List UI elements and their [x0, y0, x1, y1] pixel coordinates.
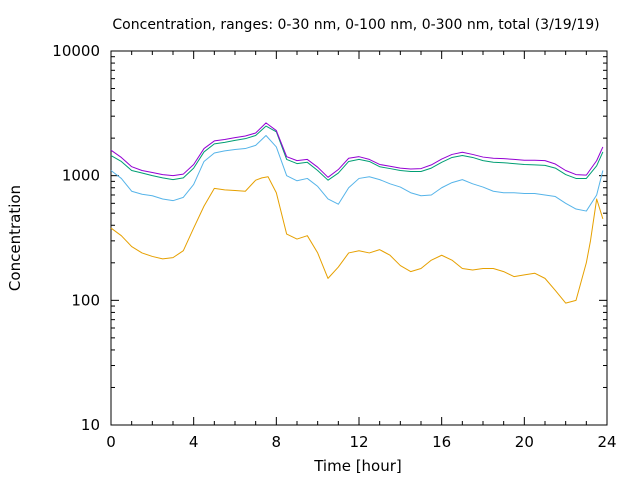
- x-tick-label: 4: [189, 433, 199, 451]
- series-line-2: [110, 135, 604, 212]
- y-tick-label: 10: [81, 416, 100, 434]
- x-tick-label: 8: [272, 433, 282, 451]
- x-tick-label: 24: [597, 433, 616, 451]
- x-tick-label: 12: [349, 433, 368, 451]
- x-tick-label: 0: [106, 433, 116, 451]
- x-axis: 0 4 8 12 16 20 24: [106, 51, 617, 451]
- y-tick-label: 1000: [62, 167, 100, 185]
- series-line-3: [110, 125, 604, 181]
- x-tick-label: 20: [515, 433, 534, 451]
- series-group: [110, 122, 604, 304]
- y-axis-label: Concentration: [6, 185, 24, 291]
- series-line-4: [110, 122, 604, 178]
- y-tick-label: 10000: [52, 42, 100, 60]
- series-line-1: [110, 176, 604, 304]
- x-axis-label: Time [hour]: [313, 457, 402, 475]
- y-axis: 10 100 1000 10000: [52, 42, 607, 434]
- chart-title: Concentration, ranges: 0-30 nm, 0-100 nm…: [112, 17, 599, 33]
- x-tick-label: 16: [432, 433, 451, 451]
- y-tick-label: 100: [71, 291, 100, 309]
